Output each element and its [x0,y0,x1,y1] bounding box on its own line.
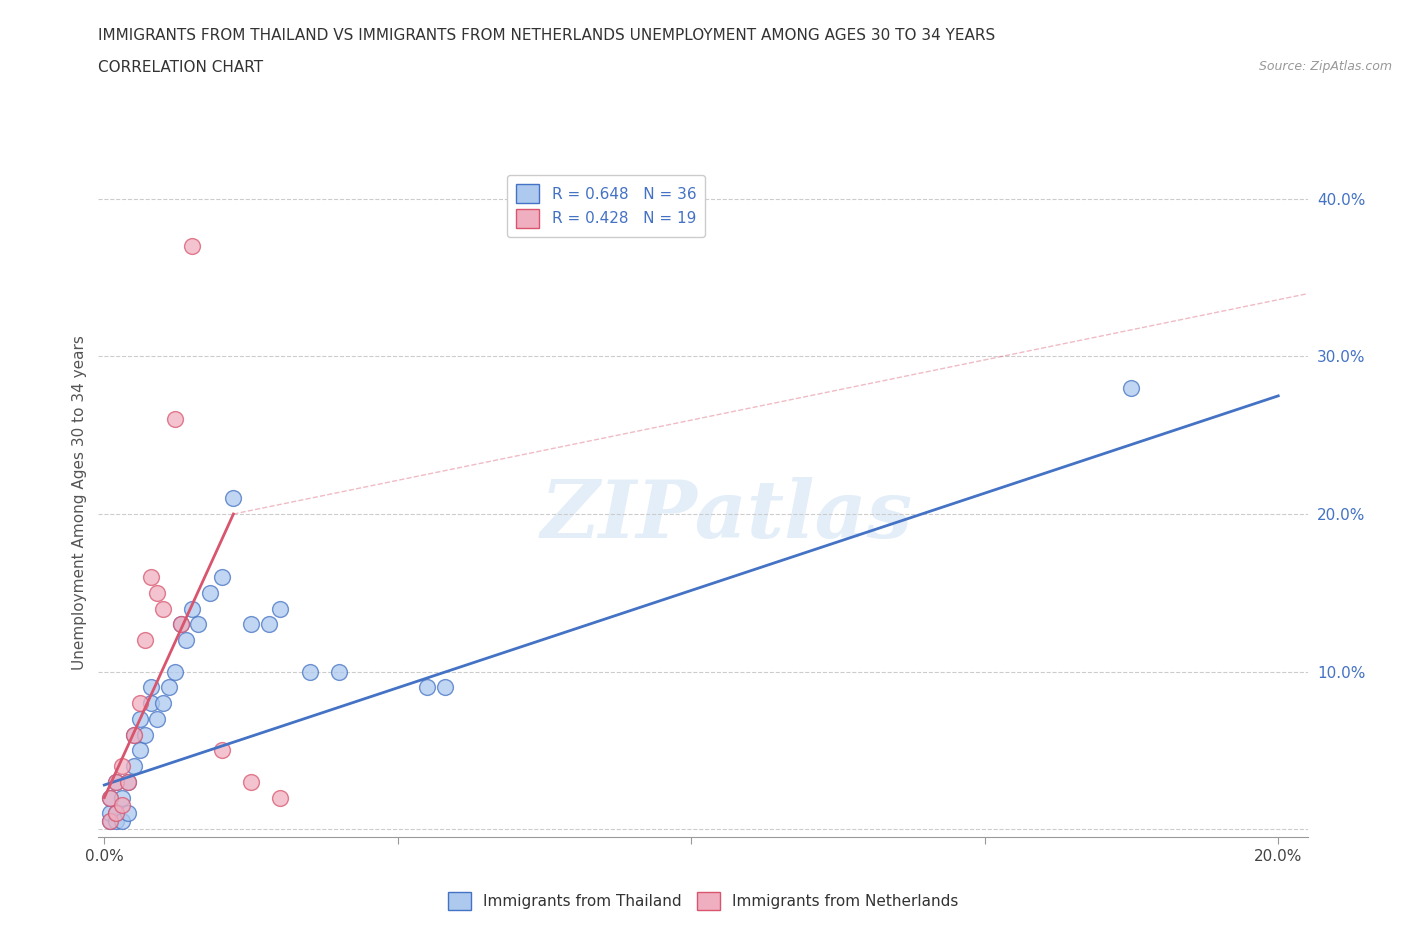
Point [128,711,150,726]
Point [117,806,139,821]
Point [298,664,321,679]
Point [117,775,139,790]
Point [128,696,150,711]
Point [134,727,156,742]
Point [163,412,186,427]
Point [117,775,139,790]
Text: CORRELATION CHART: CORRELATION CHART [98,60,263,75]
Point [157,680,180,695]
Text: ZIPatlas: ZIPatlas [541,477,914,554]
Point [169,617,191,631]
Point [152,601,174,616]
Point [141,680,163,695]
Point [134,632,156,647]
Point [111,759,134,774]
Point [105,806,128,821]
Point [146,585,169,600]
Point [176,632,198,647]
Text: IMMIGRANTS FROM THAILAND VS IMMIGRANTS FROM NETHERLANDS UNEMPLOYMENT AMONG AGES : IMMIGRANTS FROM THAILAND VS IMMIGRANTS F… [98,28,995,43]
Point [122,727,145,742]
Point [98,814,121,829]
Point [211,743,233,758]
Point [187,617,209,631]
Point [146,711,169,726]
Point [1121,380,1143,395]
Point [163,664,186,679]
Point [181,239,204,254]
Point [141,569,163,584]
Point [98,790,121,805]
Point [240,617,263,631]
Point [105,814,128,829]
Point [328,664,350,679]
Point [128,743,150,758]
Text: Source: ZipAtlas.com: Source: ZipAtlas.com [1258,60,1392,73]
Y-axis label: Unemployment Among Ages 30 to 34 years: Unemployment Among Ages 30 to 34 years [72,335,87,670]
Point [111,790,134,805]
Point [433,680,456,695]
Point [269,601,291,616]
Point [222,491,245,506]
Point [169,617,191,631]
Point [122,759,145,774]
Point [105,775,128,790]
Point [98,806,121,821]
Legend: Immigrants from Thailand, Immigrants from Netherlands: Immigrants from Thailand, Immigrants fro… [441,885,965,916]
Point [152,696,174,711]
Point [111,798,134,813]
Point [105,775,128,790]
Point [141,696,163,711]
Point [111,814,134,829]
Point [181,601,204,616]
Point [98,814,121,829]
Point [122,727,145,742]
Point [257,617,280,631]
Point [240,775,263,790]
Point [211,569,233,584]
Point [416,680,439,695]
Point [269,790,291,805]
Point [198,585,221,600]
Point [105,806,128,821]
Point [98,790,121,805]
